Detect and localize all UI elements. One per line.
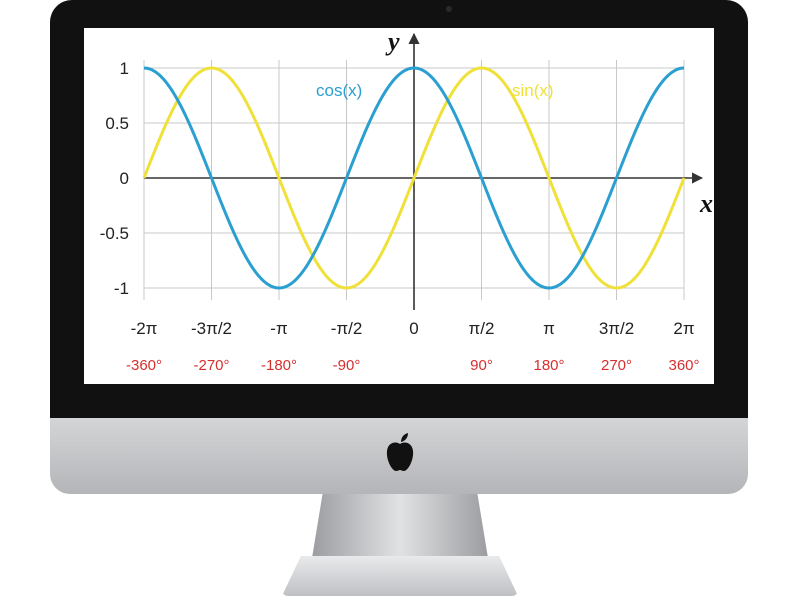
- x-degree-label: -270°: [193, 357, 229, 374]
- cos-series-label: cos(x): [316, 81, 362, 100]
- monitor-screen: 1 0.5 0 -0.5 -1 -2π -360° -3π/2 -270° -π -180° -π/2…: [84, 28, 714, 384]
- monitor-stand-foot: [282, 556, 518, 596]
- trig-chart: 1 0.5 0 -0.5 -1 -2π -360° -3π/2 -270° -π -180° -π/2…: [100, 28, 713, 374]
- y-tick-label: 0: [120, 169, 129, 188]
- series-lines: [142, 66, 686, 290]
- axes: [144, 32, 704, 310]
- apple-logo-icon: [386, 433, 414, 471]
- tick-labels: 1 0.5 0 -0.5 -1 -2π -360° -3π/2 -270° -π -180° -π/2…: [100, 28, 713, 374]
- x-tick-label: -π/2: [331, 319, 363, 338]
- x-tick-label: 0: [409, 319, 418, 338]
- x-tick-label: 2π: [673, 319, 694, 338]
- x-degree-label: -360°: [126, 357, 162, 374]
- camera-icon: [446, 6, 452, 12]
- x-degree-label: -180°: [261, 357, 297, 374]
- y-tick-label: -0.5: [100, 224, 129, 243]
- x-tick-label: π: [543, 319, 555, 338]
- monitor-stand-neck: [312, 494, 488, 558]
- x-degree-label: 360°: [668, 357, 699, 374]
- y-tick-label: 1: [120, 59, 129, 78]
- x-degree-label: 180°: [533, 357, 564, 374]
- x-tick-label: 3π/2: [599, 319, 634, 338]
- y-tick-label: 0.5: [105, 114, 129, 133]
- x-tick-label: π/2: [469, 319, 495, 338]
- x-tick-label: -2π: [131, 319, 158, 338]
- x-tick-label: -π: [270, 319, 287, 338]
- x-degree-label: -90°: [333, 357, 361, 374]
- y-axis-label: y: [385, 28, 400, 56]
- x-tick-label: -3π/2: [191, 319, 232, 338]
- x-axis-label: x: [699, 189, 713, 218]
- x-degree-label: 270°: [601, 357, 632, 374]
- y-tick-label: -1: [114, 279, 129, 298]
- x-degree-label: 90°: [470, 357, 493, 374]
- sin-series-label: sin(x): [512, 81, 554, 100]
